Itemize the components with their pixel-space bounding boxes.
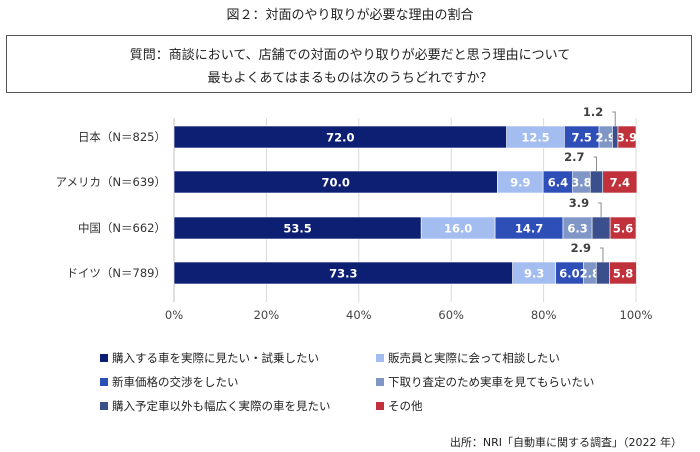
legend-swatch	[376, 378, 384, 386]
leader-line	[599, 247, 604, 263]
legend-swatch	[100, 378, 108, 386]
bar-segment	[589, 170, 604, 194]
category-label: 日本（N＝825）	[78, 130, 166, 144]
data-label: 3.9	[617, 131, 637, 145]
leader-line	[612, 111, 616, 127]
data-label: 2.9	[596, 131, 616, 145]
data-label: 73.3	[329, 267, 357, 281]
x-tick-label: 80%	[531, 308, 557, 322]
data-label: 7.5	[572, 131, 592, 145]
data-label: 5.6	[613, 222, 633, 236]
category-label: ドイツ（N＝789）	[66, 266, 166, 280]
legend-label: 下取り査定のため実車を見てもらいたい	[388, 375, 595, 389]
bar-segment	[591, 216, 611, 240]
leader-line	[598, 202, 602, 218]
data-label: 72.0	[326, 131, 354, 145]
legend-item: 購入予定車以外も幅広く実際の車を見たい	[100, 398, 331, 414]
x-tick-label: 0%	[165, 308, 183, 322]
leader-line	[593, 156, 597, 172]
legend-swatch	[100, 402, 108, 410]
bar-segment	[609, 261, 637, 285]
data-label: 16.0	[444, 222, 472, 236]
x-tick-label: 60%	[438, 308, 464, 322]
category-label: アメリカ（N＝639）	[56, 175, 166, 189]
question-box: 質問：商談において、店舗での対面のやり取りが必要だと思う理由について 最もよくあ…	[6, 35, 692, 93]
legend-label: その他	[388, 399, 423, 413]
data-label: 3.9	[569, 196, 589, 210]
data-label: 2.8	[580, 267, 600, 281]
bar-segment	[609, 216, 637, 240]
question-line-1: 質問：商談において、店舗での対面のやり取りが必要だと思う理由について	[129, 48, 571, 63]
legend-item: 下取り査定のため実車を見てもらいたい	[376, 374, 594, 390]
data-label: 70.0	[322, 176, 350, 190]
legend-item: 購入する車を実際に見たい・試乗したい	[100, 350, 319, 366]
bar-segment	[595, 261, 610, 285]
figure-title: 図２：対面のやり取りが必要な理由の割合	[226, 8, 474, 23]
legend-label: 新車価格の交渉をしたい	[112, 375, 239, 389]
legend-label: 販売員と実際に会って相談したい	[388, 351, 560, 365]
source-note: 出所：NRI「自動車に関する調査」（2022 年）	[449, 436, 682, 449]
legend-item: その他	[376, 398, 423, 414]
data-label: 9.9	[510, 176, 530, 190]
category-label: 中国（N＝662）	[78, 221, 166, 235]
data-label: 2.9	[571, 241, 591, 255]
legend-label: 購入予定車以外も幅広く実際の車を見たい	[112, 399, 331, 413]
legend-item: 新車価格の交渉をしたい	[100, 374, 239, 390]
data-label: 53.5	[283, 222, 311, 236]
data-label: 1.2	[583, 105, 603, 119]
bar-segment	[602, 170, 638, 194]
data-label: 6.4	[548, 176, 568, 190]
legend-swatch	[376, 402, 384, 410]
x-tick-label: 100%	[620, 308, 653, 322]
legend-label: 購入する車を実際に見たい・試乗したい	[112, 351, 319, 365]
question-line-2: 最もよくあてはまるものは次のうちどれですか？	[207, 71, 493, 86]
data-label: 14.7	[515, 222, 543, 236]
data-label: 9.3	[524, 267, 544, 281]
data-label: 12.5	[521, 131, 549, 145]
legend-swatch	[100, 354, 108, 362]
legend-item: 販売員と実際に会って相談したい	[376, 350, 560, 366]
data-label: 7.4	[610, 176, 630, 190]
legend-swatch	[376, 354, 384, 362]
data-label: 3.8	[571, 176, 591, 190]
data-label: 2.7	[564, 150, 584, 164]
data-label: 5.8	[613, 267, 633, 281]
data-label: 6.3	[567, 222, 587, 236]
data-label: 6.0	[559, 267, 579, 281]
bar-segment	[617, 125, 637, 149]
x-tick-label: 40%	[346, 308, 372, 322]
x-tick-label: 20%	[254, 308, 280, 322]
